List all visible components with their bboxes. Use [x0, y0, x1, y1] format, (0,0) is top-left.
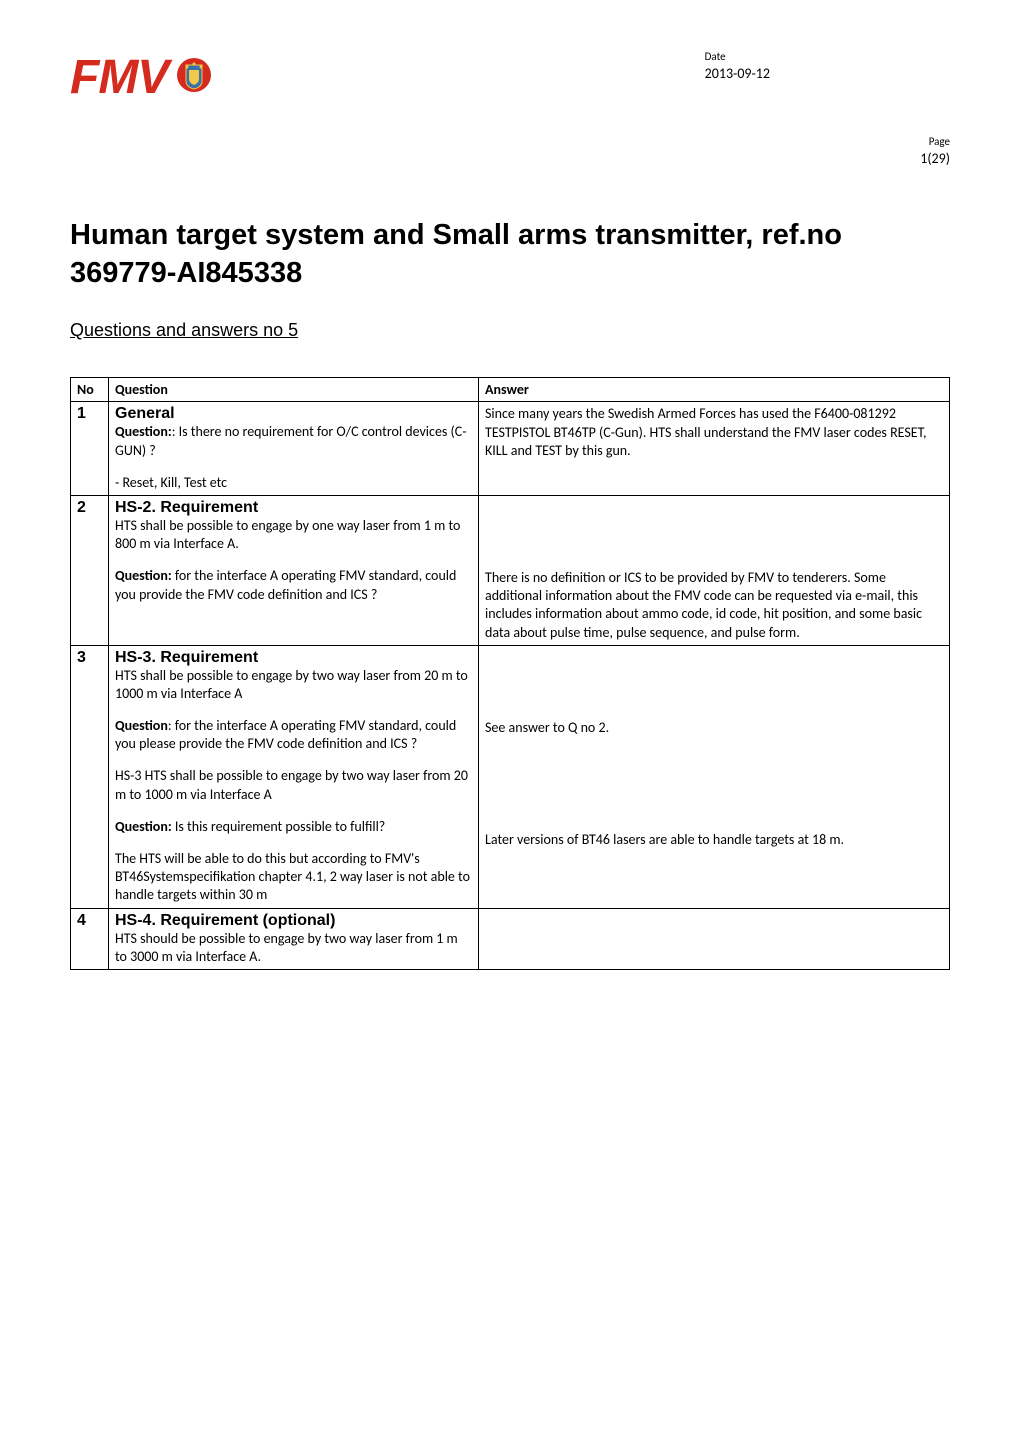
question-paragraph: HTS shall be possible to engage by two w… — [115, 667, 472, 703]
header-no: No — [71, 378, 109, 402]
date-block: Date 2013-09-12 — [705, 50, 770, 82]
answer-cell — [479, 908, 950, 969]
date-label: Date — [705, 50, 770, 63]
table-row: 3HS-3. RequirementHTS shall be possible … — [71, 645, 950, 908]
table-body: 1GeneralQuestion:: Is there no requireme… — [71, 402, 950, 970]
table-header-row: No Question Answer — [71, 378, 950, 402]
question-paragraph: Question: for the interface A operating … — [115, 717, 472, 753]
row-number: 1 — [71, 402, 109, 496]
question-cell: GeneralQuestion:: Is there no requiremen… — [109, 402, 479, 496]
question-paragraph: Question: for the interface A operating … — [115, 567, 472, 603]
question-label: Question: — [115, 567, 172, 584]
question-cell: HS-4. Requirement (optional)HTS should b… — [109, 908, 479, 969]
answer-cell: See answer to Q no 2. Later versions of B… — [479, 645, 950, 908]
page-label: Page — [70, 135, 950, 148]
question-label: Question: — [115, 818, 172, 835]
logo: FMV — [70, 50, 212, 105]
question-paragraph: Question: Is this requirement possible t… — [115, 818, 472, 836]
page-title: Human target system and Small arms trans… — [70, 217, 950, 292]
requirement-heading: HS-4. Requirement (optional) — [115, 912, 472, 930]
question-cell: HS-2. RequirementHTS shall be possible t… — [109, 495, 479, 645]
answer-paragraph: See answer to Q no 2. — [485, 719, 943, 737]
answer-paragraph: There is no definition or ICS to be prov… — [485, 569, 943, 642]
requirement-heading: HS-3. Requirement — [115, 649, 472, 667]
table-row: 4HS-4. Requirement (optional)HTS should … — [71, 908, 950, 969]
crest-icon — [176, 57, 212, 98]
question-paragraph: HTS shall be possible to engage by one w… — [115, 517, 472, 553]
question-label: Question — [115, 717, 168, 734]
requirement-heading: General — [115, 405, 472, 423]
question-paragraph: The HTS will be able to do this but acco… — [115, 850, 472, 905]
subtitle: Questions and answers no 5 — [70, 320, 950, 341]
question-text: Is this requirement possible to fulfill? — [172, 818, 386, 835]
answer-paragraph: Later versions of BT46 lasers are able t… — [485, 831, 943, 849]
row-number: 2 — [71, 495, 109, 645]
page-header: FMV Date 2013-09-12 — [70, 50, 950, 105]
question-cell: HS-3. RequirementHTS shall be possible t… — [109, 645, 479, 908]
answer-cell: Since many years the Swedish Armed Force… — [479, 402, 950, 496]
qa-table: No Question Answer 1GeneralQuestion:: Is… — [70, 377, 950, 970]
question-paragraph: HTS should be possible to engage by two … — [115, 930, 472, 966]
page-number-block: Page 1(29) — [70, 135, 950, 167]
header-answer: Answer — [479, 378, 950, 402]
table-row: 2HS-2. RequirementHTS shall be possible … — [71, 495, 950, 645]
table-row: 1GeneralQuestion:: Is there no requireme… — [71, 402, 950, 496]
row-number: 3 — [71, 645, 109, 908]
question-paragraph: Question:: Is there no requirement for O… — [115, 423, 472, 459]
row-number: 4 — [71, 908, 109, 969]
logo-text: FMV — [70, 50, 168, 105]
answer-cell: There is no definition or ICS to be prov… — [479, 495, 950, 645]
question-label: Question: — [115, 423, 172, 440]
answer-paragraph: Since many years the Swedish Armed Force… — [485, 405, 943, 460]
page-value: 1(29) — [70, 150, 950, 167]
date-value: 2013-09-12 — [705, 65, 770, 82]
header-question: Question — [109, 378, 479, 402]
question-paragraph: HS-3 HTS shall be possible to engage by … — [115, 767, 472, 803]
requirement-heading: HS-2. Requirement — [115, 499, 472, 517]
question-paragraph: - Reset, Kill, Test etc — [115, 474, 472, 492]
